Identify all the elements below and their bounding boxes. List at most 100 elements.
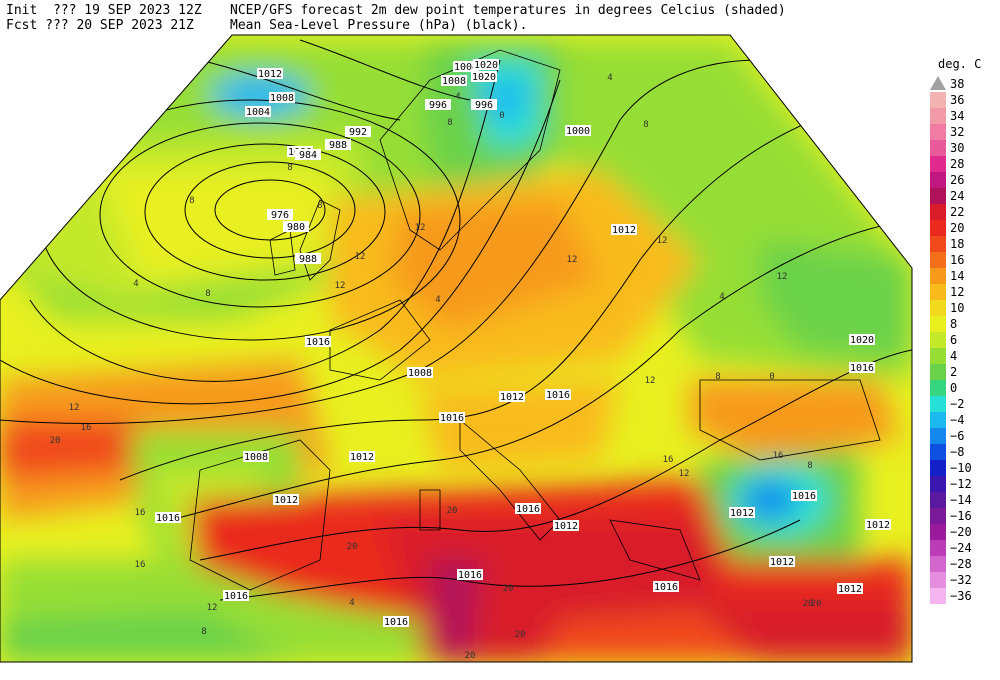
pressure-label: 1012 (838, 584, 862, 595)
legend-swatch (930, 348, 946, 364)
dewpoint-label: 4 (133, 279, 138, 289)
legend-swatch (930, 508, 946, 524)
dewpoint-label: 16 (81, 423, 92, 433)
dewpoint-label: 12 (645, 376, 656, 386)
legend-item: 2 (930, 364, 990, 380)
pressure-label-bg (515, 503, 541, 514)
pressure-label-bg (473, 59, 499, 70)
pressure-label: 1016 (458, 570, 482, 581)
dewpoint-label: 8 (317, 201, 322, 211)
legend-unit: deg. C (938, 57, 982, 71)
legend-swatch (930, 396, 946, 412)
pressure-label: 1016 (516, 504, 540, 515)
pressure-label: 1012 (500, 392, 524, 403)
pressure-label: 996 (475, 100, 493, 111)
legend-swatch (930, 92, 946, 108)
legend-swatch (930, 220, 946, 236)
pressure-label-bg (267, 209, 293, 220)
pressure-label: 992 (349, 127, 367, 138)
pressure-label: 1012 (612, 225, 636, 236)
legend-item: −14 (930, 492, 990, 508)
pressure-label-bg (837, 583, 863, 594)
pressure-label: 1016 (384, 617, 408, 628)
legend-label: −12 (950, 477, 972, 491)
legend-label: −2 (950, 397, 965, 411)
pressure-label: 976 (271, 210, 289, 221)
pressure-label: 996 (429, 100, 447, 111)
pressure-label-bg (457, 569, 483, 580)
pressure-label-bg (257, 68, 283, 79)
legend-label: 20 (950, 221, 965, 235)
legend-swatch (930, 524, 946, 540)
legend-swatch (930, 204, 946, 220)
legend-label: −10 (950, 461, 972, 475)
legend-swatch (930, 364, 946, 380)
pressure-label-bg (407, 367, 433, 378)
dewpoint-label: 0 (499, 111, 504, 121)
legend-swatch (930, 316, 946, 332)
pressure-label: 1016 (306, 337, 330, 348)
pressure-label-bg (283, 221, 309, 232)
legend-label: 2 (950, 365, 958, 379)
dewpoint-label: 16 (135, 560, 146, 570)
legend-item: −12 (930, 476, 990, 492)
dewpoint-label: 12 (415, 223, 426, 233)
dewpoint-label: 12 (207, 603, 218, 613)
dewpoint-label: 8 (287, 163, 292, 173)
legend-label: −16 (950, 509, 972, 523)
map-frame (0, 34, 913, 663)
dewpoint-label: 20 (347, 542, 358, 552)
legend-swatch (930, 572, 946, 588)
legend-label: 38 (950, 77, 965, 91)
legend-item: 0 (930, 380, 990, 396)
pressure-label-bg (295, 253, 321, 264)
legend-label: −36 (950, 589, 972, 603)
pressure-label-bg (653, 581, 679, 592)
pressure-label-bg (383, 616, 409, 627)
legend-swatch (930, 268, 946, 284)
title-line-2: Mean Sea-Level Pressure (hPa) (black). (230, 18, 528, 33)
legend-label: 22 (950, 205, 965, 219)
dewpoint-label: 4 (607, 73, 612, 83)
legend-swatch (930, 124, 946, 140)
legend-item: 24 (930, 188, 990, 204)
dewpoint-label: 12 (335, 281, 346, 291)
legend-item: 14 (930, 268, 990, 284)
pressure-label: 1016 (156, 513, 180, 524)
pressure-label: 1012 (866, 520, 890, 531)
dewpoint-label: 8 (715, 372, 720, 382)
init-line: Init ??? 19 SEP 2023 12Z (6, 3, 202, 18)
legend-label: −24 (950, 541, 972, 555)
pressure-label: 1008 (408, 368, 432, 379)
legend-swatch (930, 588, 946, 604)
pressure-label-bg (345, 126, 371, 137)
legend-swatch (930, 412, 946, 428)
dewpoint-label: 4 (349, 598, 354, 608)
legend-swatch (930, 188, 946, 204)
legend-item: 10 (930, 300, 990, 316)
dewpoint-label: 16 (135, 508, 146, 518)
pressure-label: 1016 (224, 591, 248, 602)
pressure-label-bg (223, 590, 249, 601)
dewpoint-label: 20 (50, 436, 61, 446)
legend-item: −2 (930, 396, 990, 412)
dewpoint-label: 8 (807, 461, 812, 471)
legend-swatch (930, 332, 946, 348)
pressure-label-bg (325, 139, 351, 150)
pressure-label-bg (453, 61, 479, 72)
pressure-label: 1012 (274, 495, 298, 506)
pressure-label-bg (471, 99, 497, 110)
legend-item: 30 (930, 140, 990, 156)
legend-label: −8 (950, 445, 965, 459)
dewpoint-label: 12 (69, 403, 80, 413)
legend-label: −14 (950, 493, 972, 507)
legend-label: 18 (950, 237, 965, 251)
legend-label: −32 (950, 573, 972, 587)
pressure-label: 988 (329, 140, 347, 151)
dewpoint-label: 0 (769, 372, 774, 382)
legend-label: 12 (950, 285, 965, 299)
legend-item: 18 (930, 236, 990, 252)
pressure-label-bg (471, 71, 497, 82)
pressure-label: 1000 (566, 126, 590, 137)
legend-label: −4 (950, 413, 965, 427)
